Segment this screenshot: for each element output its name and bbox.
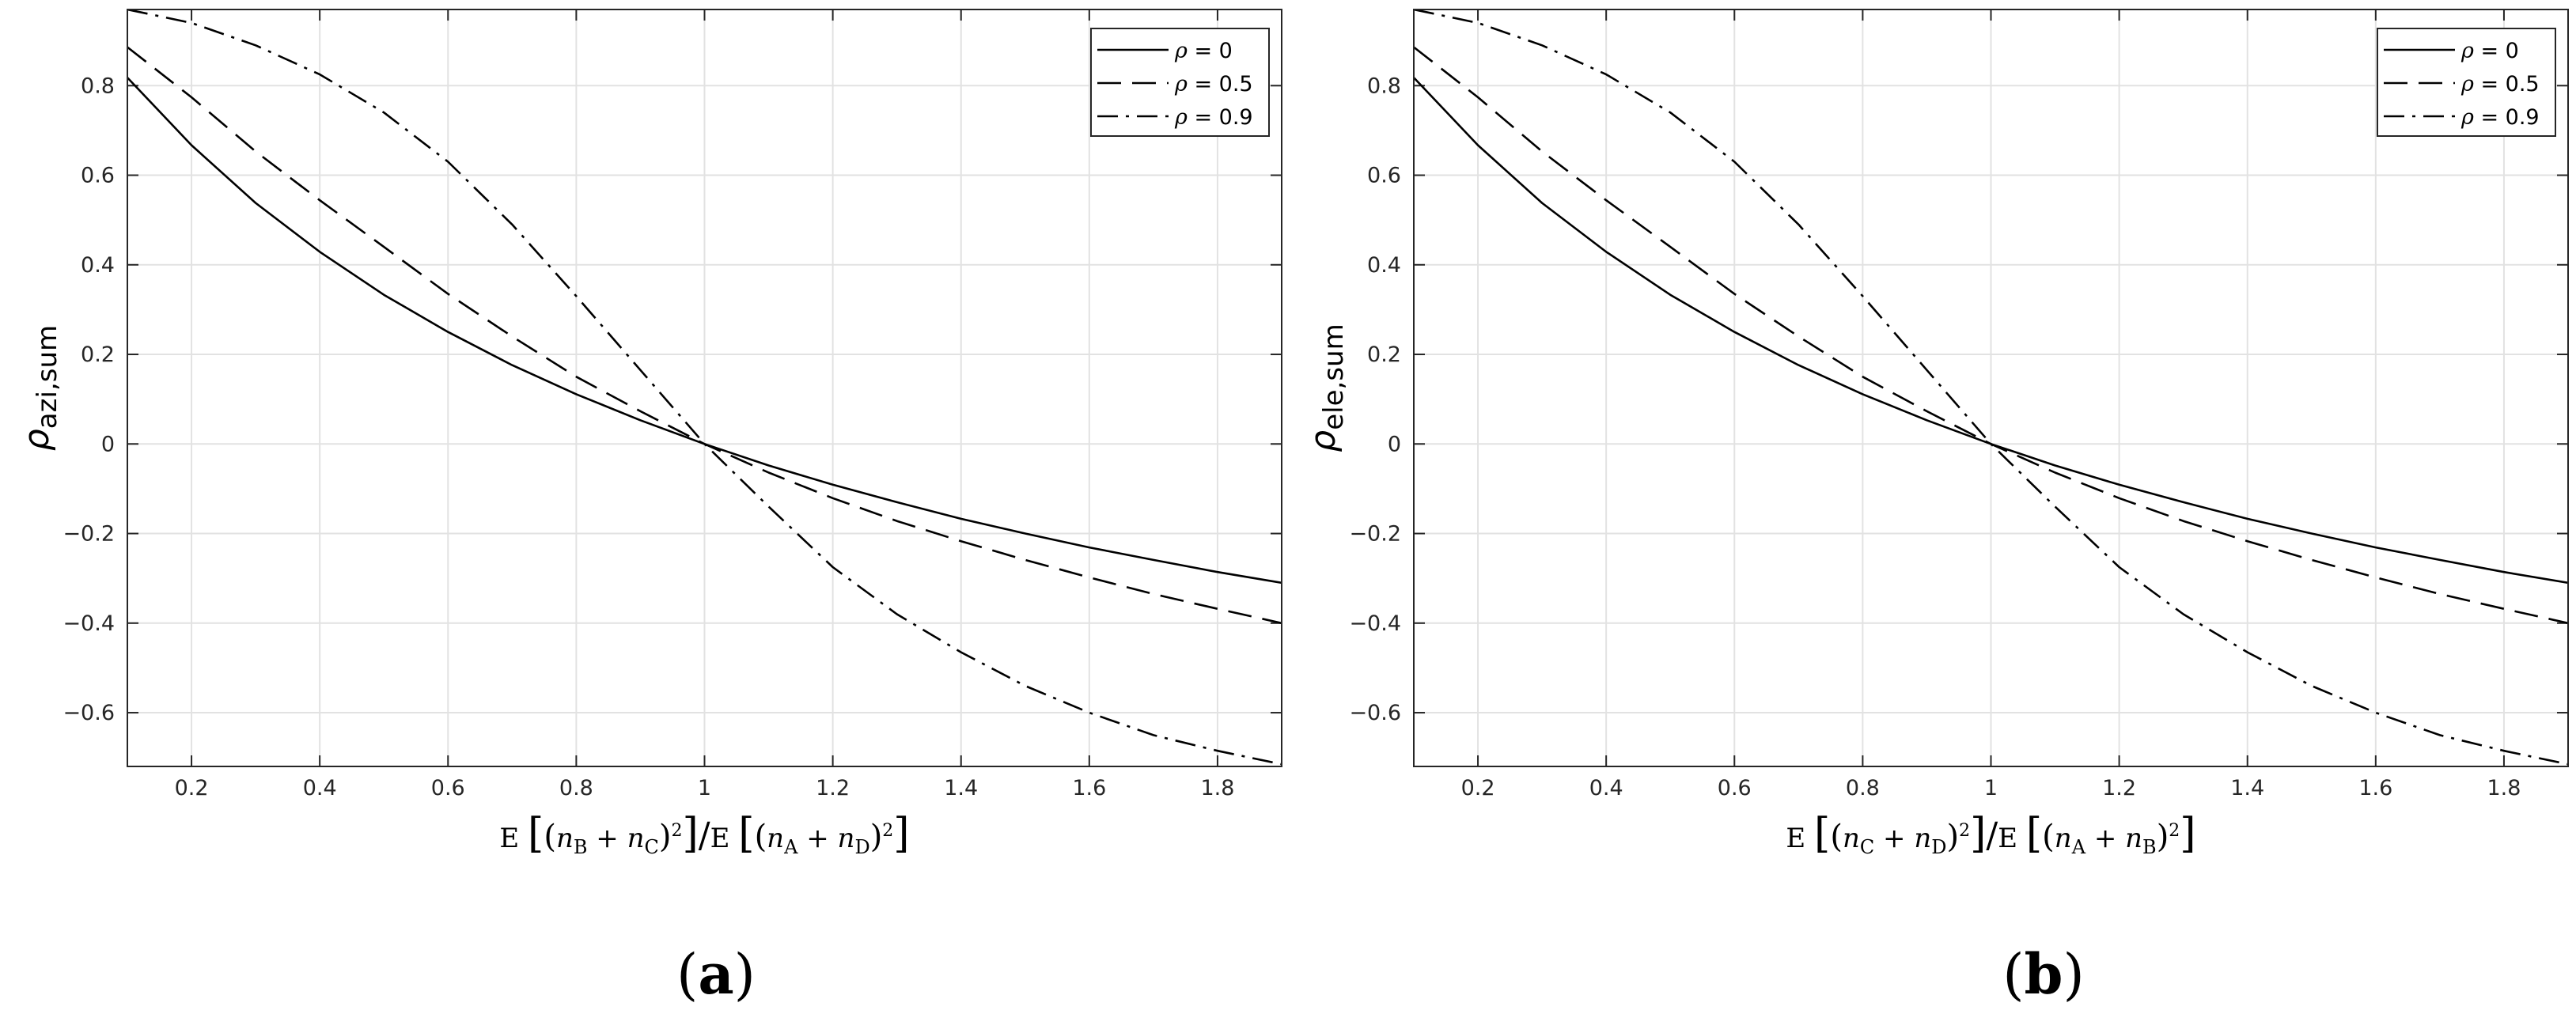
y-tick-label: 0.2 [81, 342, 115, 367]
legend-label-1: ρ = 0 [2460, 39, 2519, 63]
y-tick-label: −0.2 [63, 522, 115, 547]
series-line-3 [127, 9, 1282, 766]
y-tick-label: 0.6 [1367, 164, 1401, 188]
panel-label: (b) [2002, 941, 2085, 1007]
x-tick-label: 0.8 [559, 776, 593, 800]
legend-label-2: ρ = 0.5 [1174, 72, 1253, 96]
y-tick-label: −0.2 [1349, 522, 1401, 547]
x-tick-label: 0.4 [303, 776, 337, 800]
x-axis-label: E [(nB + nC)2]/E [(nA + nD)2] [499, 810, 909, 858]
y-tick-label: 0.8 [1367, 74, 1401, 98]
y-tick-label: 0.4 [81, 253, 115, 278]
legend-label-3: ρ = 0.9 [1174, 105, 1253, 130]
legend: ρ = 0 ρ = 0.5 ρ = 0.9 [2377, 28, 2556, 137]
x-tick-label: 0.2 [1461, 776, 1495, 800]
x-tick-label: 0.8 [1846, 776, 1880, 800]
x-tick-label: 1.2 [816, 776, 850, 800]
x-tick-label: 1 [1984, 776, 1998, 800]
chart-panel-a: 0.2 0.4 0.6 0.8 1 1.2 1.4 1.6 1.8 −0.6 −0.4 −0.2 0 0.… [17, 9, 1282, 1007]
x-tick-label: 1.8 [1200, 776, 1234, 800]
x-tick-label: 1.6 [1072, 776, 1106, 800]
y-tick-label: −0.4 [1349, 611, 1401, 636]
y-tick-label: −0.6 [63, 701, 115, 725]
x-tick-label: 1.6 [2358, 776, 2392, 800]
y-tick-label: 0.8 [81, 74, 115, 98]
y-axis-label: ρele,sum [1303, 324, 1350, 452]
y-axis-label: ρazi,sum [17, 325, 63, 451]
x-tick-label: 1.8 [2487, 776, 2521, 800]
panel-label: (a) [676, 941, 756, 1007]
legend-label-1: ρ = 0 [1174, 39, 1233, 63]
x-tick-label: 0.6 [1718, 776, 1752, 800]
y-tick-label: −0.4 [63, 611, 115, 636]
x-tick-label: 1.4 [2230, 776, 2264, 800]
x-tick-label: 1.2 [2102, 776, 2136, 800]
x-tick-label: 0.2 [175, 776, 209, 800]
legend-label-3: ρ = 0.9 [2460, 105, 2540, 130]
x-tick-label: 1.4 [944, 776, 978, 800]
axes-box [1413, 9, 2569, 767]
y-tick-label: 0.4 [1367, 253, 1401, 278]
x-tick-label: 0.4 [1589, 776, 1623, 800]
series-line-3 [1414, 9, 2568, 766]
x-axis-label: E [(nC + nD)2]/E [(nA + nB)2] [1786, 810, 2195, 858]
legend-label-2: ρ = 0.5 [2460, 72, 2540, 96]
legend: ρ = 0 ρ = 0.5 ρ = 0.9 [1090, 28, 1270, 137]
y-tick-label: 0.2 [1367, 342, 1401, 367]
x-tick-label: 1 [698, 776, 711, 800]
y-tick-label: 0 [1388, 432, 1401, 456]
chart-panel-b: 0.2 0.4 0.6 0.8 1 1.2 1.4 1.6 1.8 −0.6 −0.4 −0.2 0 0.… [1303, 9, 2569, 1007]
y-tick-label: 0.6 [81, 164, 115, 188]
y-tick-label: −0.6 [1349, 701, 1401, 725]
axes-box [127, 9, 1282, 767]
x-tick-label: 0.6 [431, 776, 465, 800]
y-tick-label: 0 [101, 432, 115, 456]
